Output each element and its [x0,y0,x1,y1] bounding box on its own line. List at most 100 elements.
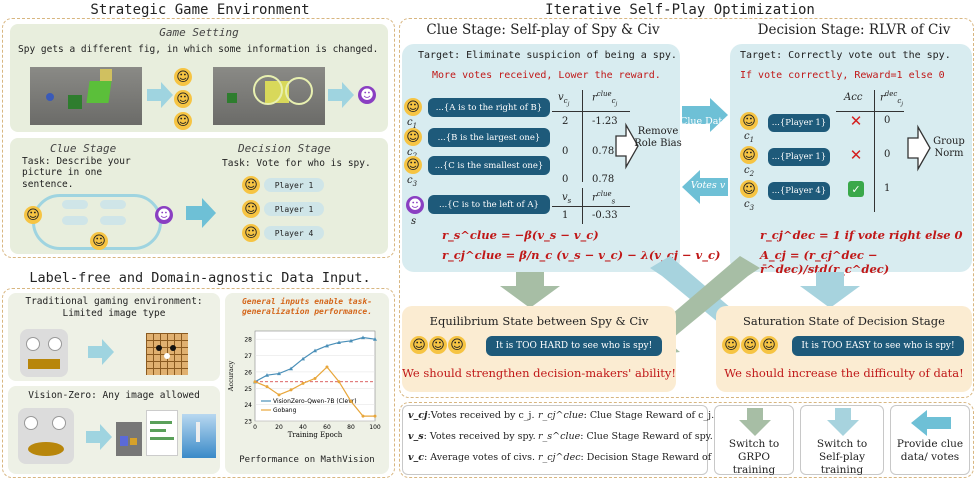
civilian-face-icon: ☺ [740,112,758,130]
decision-stage-heading: Decision Stage: RLVR of Civ [757,22,951,38]
legend-vote-item: v_c: Average votes of civs. [408,452,535,463]
speech-bubble [62,216,88,225]
small-cube-shape [68,95,82,109]
legend-vote-item: v_cj:Votes received by c_j. [408,410,535,421]
x-tick-label: 80 [347,424,355,431]
y-tick-label: 26 [244,369,252,376]
too-easy-bubble: It is TOO EASY to see who is spy! [792,336,964,356]
formula-dec-reward: r_cj^dec = 1 if vote right else 0 [760,228,963,242]
too-hard-bubble: It is TOO HARD to see who is spy! [486,336,662,356]
civilian-clue-bubble: ...{C is the smallest one} [428,156,550,175]
equilibrium-action: We should strengthen decision-makers' ab… [402,366,676,380]
civilian-face-icon: ☺ [174,90,192,108]
stages-panel: Clue Stage Task: Describe your picture i… [10,138,388,254]
decision-stage-text: Task: Vote for who is spy. [222,158,371,169]
label-free-frame [2,288,395,478]
votes-label: Votes v [690,180,726,191]
clue-stage-heading: Clue Stage: Self-play of Spy & Civ [426,22,660,38]
robot-players-icon [20,329,68,377]
col-vs-header: vs [562,192,572,205]
x-tick-label: 40 [299,424,307,431]
civilian-face-icon: ☺ [174,112,192,130]
legend-reward-item: r_s^clue: Clue Stage Reward of spy. [538,431,713,442]
data-point [313,348,317,353]
data-point [337,380,341,384]
spy-face-icon: ☻ [155,206,173,224]
data-point [265,385,269,389]
yellow-cube-shape [100,69,112,81]
legend-reward-item: r_cj^clue: Clue Stage Reward of c_j. [538,410,715,421]
civilian-label: c1 [744,131,755,144]
check-icon: ✓ [848,181,864,197]
player-faces: ☺ ☺ ☺ [410,336,466,354]
data-point [313,376,317,380]
civilian-face-icon: ☺ [741,336,759,354]
green-cube-shape [86,81,112,103]
decision-target: Target: Correctly vote out the spy. [740,50,951,61]
r-value: 0.78 [592,146,615,157]
vote-list: ☺ Player 1 ☺ Player 1 ☺ Player 4 [242,176,324,242]
x-tick-label: 100 [369,424,381,431]
dec-r-value: 1 [884,183,891,194]
decision-rule: If vote correctly, Reward=1 else 0 [740,70,945,81]
vote-bubble: ...{Player 1} [768,114,830,132]
saturation-action: We should increase the difficulty of dat… [724,366,964,380]
vote-bubble: ...{Player 1} [768,148,830,166]
dec-r-value: 0 [884,115,891,126]
hollow-arrow-icon [907,124,931,172]
thumb-chart-image [146,410,178,456]
vote-bubble: Player 1 [264,178,324,192]
clue-data-label: Clue Data [680,116,728,127]
y-tick-label: 23 [244,419,252,426]
equilibrium-box: Equilibrium State between Spy & Civ ☺ ☺ … [402,306,676,392]
civilian-face-icon: ☺ [760,336,778,354]
civilian-face-icon: ☺ [448,336,466,354]
y-tick-label: 28 [244,337,252,344]
formula-civ: r_cj^clue = β/n_c (v_s − v_c) − λ(v_cj −… [442,248,721,262]
strategic-title: Strategic Game Environment [90,2,310,18]
civilian-face-icon: ☺ [404,98,422,116]
clue-stage-title: Clue Stage [50,142,117,155]
civilian-face-icon: ☺ [24,206,42,224]
vote-bubble: ...{Player 4} [768,182,830,200]
table-line [582,90,583,182]
down-arrow-icon [739,408,771,436]
col-v-header: vcj [558,92,570,108]
civilian-faces: ☺ ☺ ☺ [174,68,192,130]
label-free-title: Label-free and Domain-agnostic Data Inpu… [29,270,371,286]
gobang-board-icon [146,333,188,375]
y-tick-label: 24 [244,402,252,409]
table-line [836,111,904,112]
hollow-arrow-icon [615,122,639,170]
table-line [582,188,583,224]
player-faces: ☺ ☺ ☺ [722,336,778,354]
r-value: -1.23 [592,116,618,127]
civilian-face-icon: ☺ [429,336,447,354]
civilian-face-icon: ☺ [90,232,108,250]
provide-label: Provide clue data/ votes [896,438,964,464]
civilian-face-icon: ☺ [740,146,758,164]
col-rs-header: rclues [592,190,616,206]
x-axis-label: Training Epoch [288,431,343,439]
data-point [349,338,353,343]
spy-label: s [411,216,417,227]
switch-self-legend: Switch to Self-play training [800,405,884,476]
small-cube-shape [227,93,237,103]
data-point [337,340,341,345]
iterative-title: Iterative Self-Play Optimization [545,2,815,18]
cross-icon: ✕ [849,112,863,130]
blue-sphere-shape [46,93,54,101]
data-point [325,343,329,348]
formula-advantage: A_cj = (r_cj^dec − r̄^dec)/std(r_c^dec) [760,248,890,276]
civilian-face-icon: ☺ [404,156,422,174]
game-setting-title: Game Setting [159,26,239,39]
y-tick-label: 25 [244,386,252,393]
y-tick-label: 27 [244,353,252,360]
dec-r-value: 0 [884,149,891,160]
speech-bubble [100,216,126,225]
data-point [277,393,281,397]
legend-definitions [402,405,708,475]
col-acc-header: Acc [844,92,863,103]
arrow-right-icon [88,339,114,365]
v-value: 0 [562,146,569,157]
